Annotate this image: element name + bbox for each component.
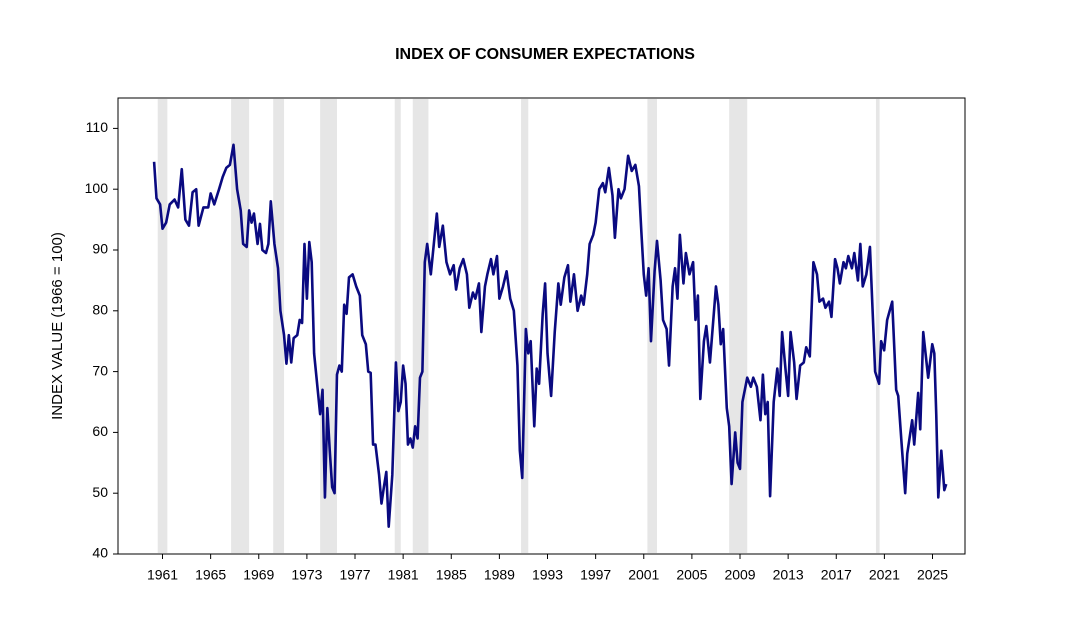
recession-band [273, 99, 285, 553]
series-line [152, 143, 948, 528]
x-tick-label: 2013 [773, 567, 804, 583]
x-tick-label: 2001 [628, 567, 659, 583]
recession-band [231, 99, 250, 553]
x-tick-label: 1969 [243, 567, 274, 583]
x-tick-label: 1977 [339, 567, 370, 583]
x-tick-label: 2025 [917, 567, 948, 583]
x-tick-label: 1961 [147, 567, 178, 583]
x-tick-label: 1965 [195, 567, 226, 583]
y-axis-label: INDEX VALUE (1966 = 100) [49, 232, 66, 420]
y-tick-label: 40 [92, 545, 108, 561]
y-tick-label: 100 [85, 180, 109, 196]
x-tick-label: 2021 [869, 567, 900, 583]
y-tick-label: 50 [92, 484, 108, 500]
y-tick-label: 80 [92, 302, 108, 318]
y-tick-label: 60 [92, 423, 108, 439]
recession-band [875, 99, 880, 553]
recession-band [157, 99, 168, 553]
recession-band [521, 99, 529, 553]
x-tick-label: 1985 [436, 567, 467, 583]
x-tick-label: 2009 [724, 567, 755, 583]
x-tick-label: 2005 [676, 567, 707, 583]
x-tick-label: 1989 [484, 567, 515, 583]
y-tick-label: 90 [92, 241, 108, 257]
x-tick-label: 1997 [580, 567, 611, 583]
x-tick-label: 1981 [388, 567, 419, 583]
recession-band [412, 99, 429, 553]
x-tick-label: 1993 [532, 567, 563, 583]
recession-band [394, 99, 401, 553]
y-tick-label: 70 [92, 362, 108, 378]
chart-title: INDEX OF CONSUMER EXPECTATIONS [395, 46, 695, 63]
x-tick-label: 1973 [291, 567, 322, 583]
x-tick-label: 2017 [821, 567, 852, 583]
y-tick-label: 110 [86, 119, 109, 135]
plot-frame [117, 97, 966, 555]
